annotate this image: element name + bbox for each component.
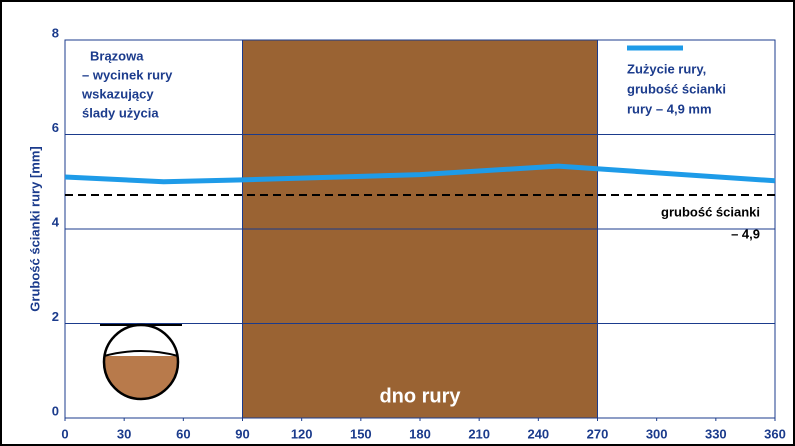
annotation: wskazujący — [81, 86, 154, 101]
x-tick-label: 120 — [291, 426, 313, 441]
y-tick-label: 2 — [52, 309, 59, 324]
y-tick-label: 6 — [52, 120, 59, 135]
chart: Grubość ścianki rury [mm] dno rury 0 2 4 6 8 0… — [0, 0, 795, 446]
y-tick-label: 0 — [52, 403, 59, 418]
region-label: dno rury — [379, 385, 461, 407]
x-tick-label: 150 — [350, 426, 372, 441]
legend-label: Zużycie rury, — [627, 61, 706, 76]
x-tick-label: 0 — [61, 426, 68, 441]
y-axis-label: Grubość ścianki rury [mm] — [27, 146, 42, 311]
legend-label: rury – 4,9 mm — [627, 101, 712, 116]
x-tick-label: 360 — [764, 426, 786, 441]
annotation: – wycinek rury — [82, 67, 173, 82]
x-tick-label: 90 — [235, 426, 249, 441]
y-tick-label: 4 — [52, 214, 60, 229]
x-tick-label: 210 — [468, 426, 490, 441]
series-label: grubość ścianki — [661, 204, 760, 219]
x-tick-label: 180 — [409, 426, 431, 441]
x-tick-label: 270 — [587, 426, 609, 441]
legend-label: grubość ścianki — [627, 81, 726, 96]
annotation: ślady użycia — [82, 105, 159, 120]
x-tick-label: 30 — [117, 426, 131, 441]
x-tick-label: 60 — [176, 426, 190, 441]
x-tick-label: 300 — [646, 426, 668, 441]
annotation: Brązowa — [90, 48, 144, 63]
x-tick-label: 330 — [705, 426, 727, 441]
x-tick-label: 240 — [527, 426, 549, 441]
series-label: – 4,9 — [731, 226, 760, 241]
y-tick-label: 8 — [52, 25, 59, 40]
